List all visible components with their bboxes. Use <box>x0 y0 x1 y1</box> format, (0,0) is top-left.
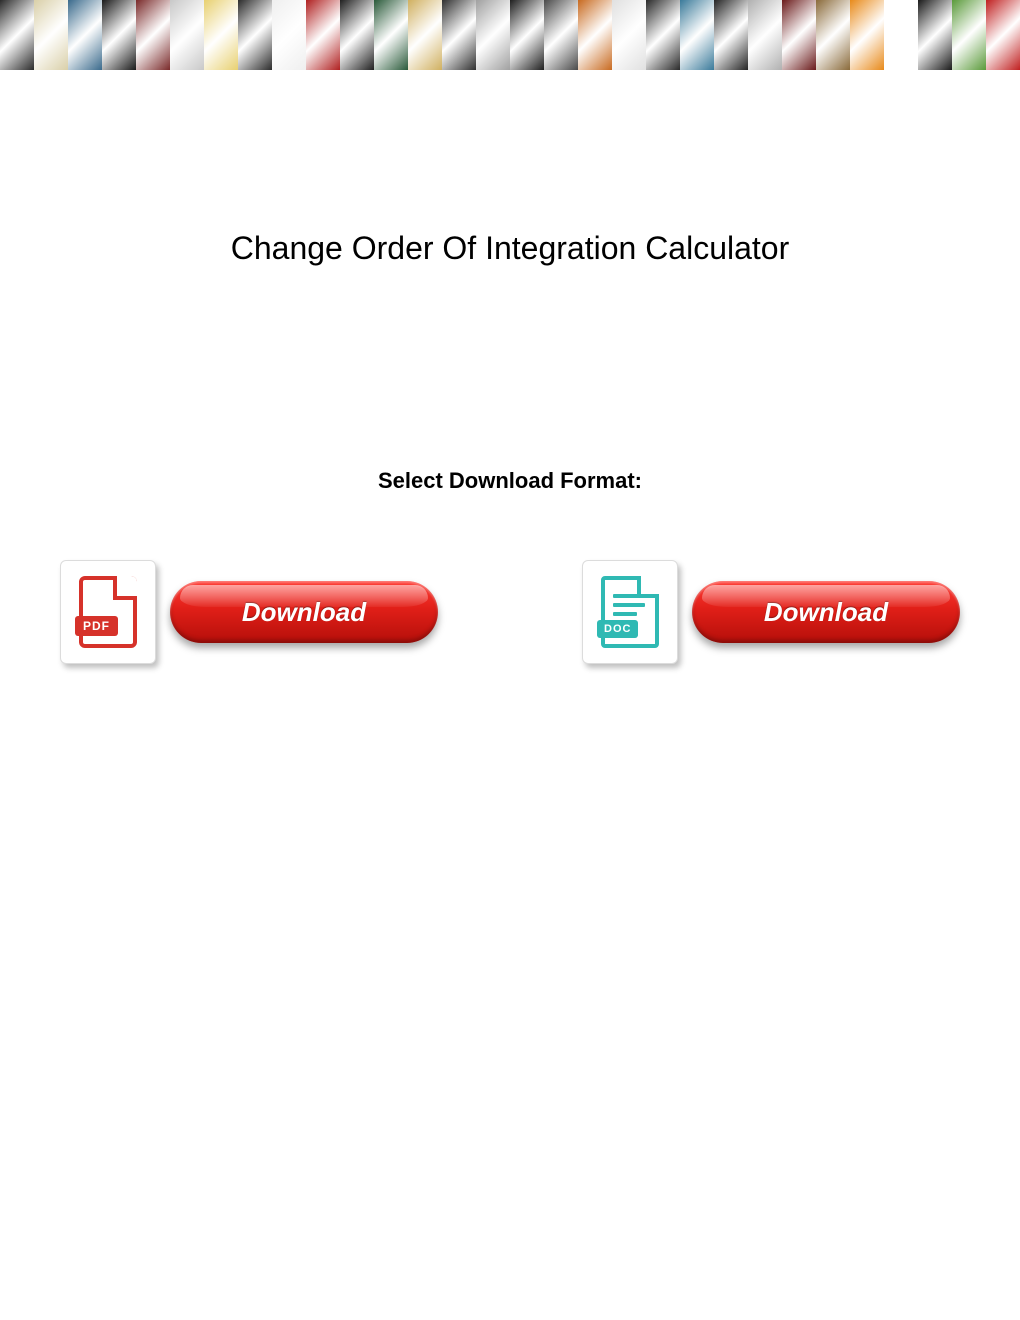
banner-cell <box>102 0 136 70</box>
download-button-pdf-label: Download <box>242 597 366 628</box>
banner-cell <box>578 0 612 70</box>
banner-cell <box>34 0 68 70</box>
pdf-file-icon: PDF <box>79 576 137 648</box>
page-title: Change Order Of Integration Calculator <box>0 230 1020 267</box>
banner-cell <box>306 0 340 70</box>
banner-cell <box>136 0 170 70</box>
banner-cell <box>918 0 952 70</box>
banner-cell <box>272 0 306 70</box>
banner-cell <box>646 0 680 70</box>
doc-lines-icon <box>613 594 647 621</box>
doc-badge-label: DOC <box>597 620 638 638</box>
banner-cell <box>850 0 884 70</box>
banner-cell <box>374 0 408 70</box>
banner-cell <box>612 0 646 70</box>
banner-cell <box>680 0 714 70</box>
banner-cell <box>544 0 578 70</box>
banner-cell <box>476 0 510 70</box>
download-button-pdf[interactable]: Download <box>170 581 438 643</box>
banner-cell <box>884 0 918 70</box>
banner-cell <box>68 0 102 70</box>
file-card-doc: DOC <box>582 560 678 664</box>
banner-cell <box>816 0 850 70</box>
banner-cell <box>170 0 204 70</box>
banner-cell <box>952 0 986 70</box>
banner-cell <box>204 0 238 70</box>
banner-cell <box>340 0 374 70</box>
banner-cell <box>442 0 476 70</box>
banner-cell <box>510 0 544 70</box>
download-options-row: PDF Download DOC Download <box>60 560 960 664</box>
banner-cell <box>782 0 816 70</box>
top-banner-collage <box>0 0 1020 70</box>
download-tile-pdf[interactable]: PDF Download <box>60 560 438 664</box>
banner-cell <box>0 0 34 70</box>
pdf-badge-label: PDF <box>75 616 118 636</box>
banner-cell <box>408 0 442 70</box>
banner-cell <box>714 0 748 70</box>
download-format-heading: Select Download Format: <box>378 468 642 493</box>
banner-cell <box>748 0 782 70</box>
banner-cell <box>238 0 272 70</box>
download-format-heading-wrap: Select Download Format: <box>0 468 1020 494</box>
file-card-pdf: PDF <box>60 560 156 664</box>
download-tile-doc[interactable]: DOC Download <box>582 560 960 664</box>
download-button-doc[interactable]: Download <box>692 581 960 643</box>
doc-file-icon: DOC <box>601 576 659 648</box>
banner-cell <box>986 0 1020 70</box>
download-button-doc-label: Download <box>764 597 888 628</box>
